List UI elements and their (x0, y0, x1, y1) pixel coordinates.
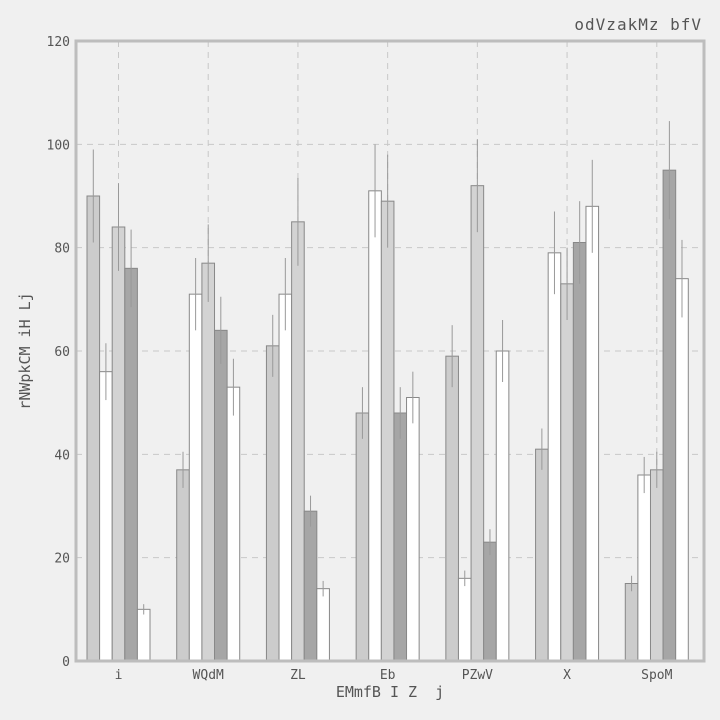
bar (393, 412, 408, 662)
bar (188, 293, 203, 662)
bar (457, 577, 472, 662)
x-tick-label: ZL (290, 668, 306, 683)
bar (291, 221, 305, 662)
bar (380, 200, 395, 662)
bar (624, 583, 639, 662)
y-tick-label: 80 (54, 242, 70, 257)
bar (303, 510, 318, 662)
x-tick-label: PZwV (462, 668, 493, 683)
bar (560, 283, 574, 662)
bar (662, 169, 677, 662)
y-tick-label: 20 (54, 552, 70, 567)
bar (265, 345, 280, 662)
bar (368, 190, 382, 662)
bar (99, 371, 113, 662)
bar (535, 448, 549, 662)
bar (572, 242, 587, 662)
bar (649, 469, 664, 662)
x-tick-label: X (563, 668, 571, 683)
x-tick-label: Eb (380, 668, 396, 683)
plot-frame (74, 39, 706, 663)
bar (495, 350, 510, 662)
bar (675, 278, 689, 662)
bar (547, 252, 562, 662)
bar (124, 267, 138, 662)
bar (214, 329, 228, 662)
bar (406, 397, 420, 662)
bar (201, 262, 216, 662)
y-tick-label: 120 (47, 35, 70, 50)
bar (355, 412, 370, 662)
bar (637, 474, 651, 662)
y-axis-title: rNWpkCM iH Lj (16, 292, 34, 409)
x-tick-label: SpoM (641, 668, 672, 683)
bar (585, 205, 600, 662)
y-tick-label: 60 (54, 345, 70, 360)
bar (470, 185, 485, 662)
y-tick-label: 100 (47, 138, 70, 153)
bar (86, 195, 101, 662)
x-tick-label: WQdM (193, 668, 224, 683)
chart-title: odVzakMz bfV (574, 15, 702, 34)
bar (226, 386, 241, 662)
bar (445, 355, 459, 662)
bar (483, 541, 497, 662)
bar (111, 226, 126, 662)
y-tick-label: 40 (54, 448, 70, 463)
y-tick-labels: 0 20 40 60 80 100 120 (47, 35, 70, 670)
x-tick-label: i (115, 668, 123, 683)
bar (176, 469, 190, 662)
bar (316, 588, 330, 662)
x-tick-labels: i WQdM ZL Eb PZwV X SpoM (115, 668, 673, 683)
bar (136, 608, 151, 662)
x-axis-title: EMmfB I Z j (336, 683, 444, 701)
y-tick-label: 0 (62, 655, 70, 670)
error-bars (92, 121, 683, 615)
bar (278, 293, 293, 662)
